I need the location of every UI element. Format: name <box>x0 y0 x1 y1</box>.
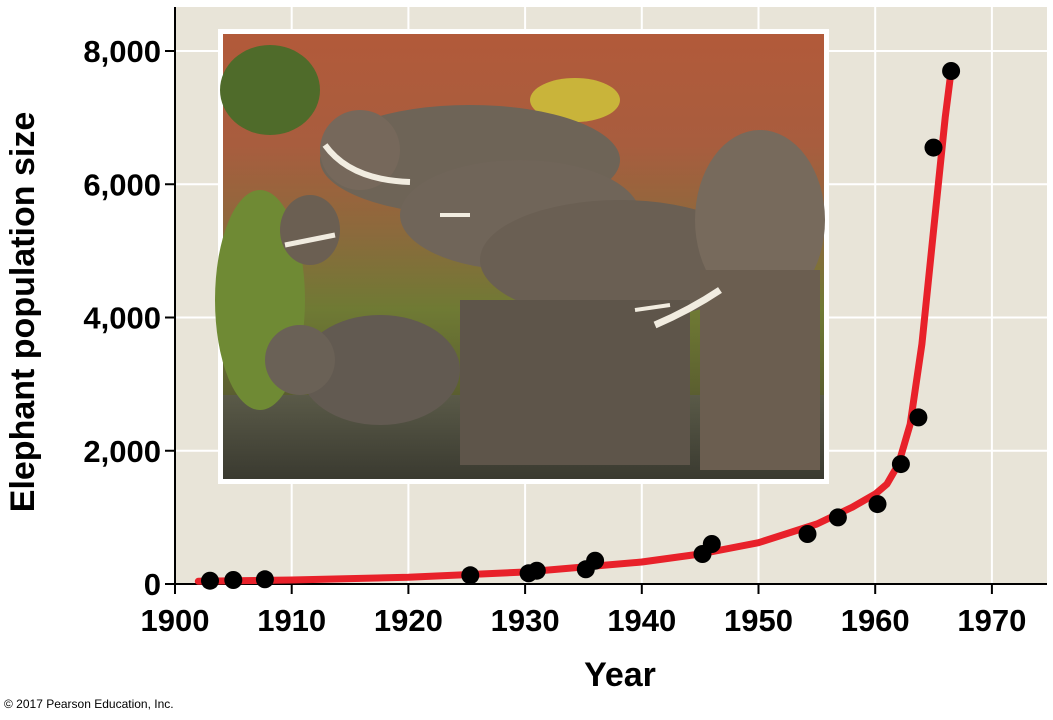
x-tick-label: 1940 <box>607 603 676 638</box>
x-axis-ticks: 1900 1910 1920 1930 1940 1950 1960 1970 <box>141 584 1026 638</box>
data-point <box>702 535 721 553</box>
data-point <box>868 495 887 514</box>
y-axis-title: Elephant population size <box>4 112 42 512</box>
data-point <box>909 408 928 427</box>
data-point <box>586 551 605 570</box>
y-tick-label: 6,000 <box>83 167 161 202</box>
y-axis-ticks: 0 2,000 4,000 6,000 8,000 <box>83 7 176 602</box>
x-tick-label: 1970 <box>957 603 1026 638</box>
x-axis-title: Year <box>584 656 656 694</box>
y-tick-label: 0 <box>144 567 161 602</box>
data-point <box>924 138 943 157</box>
data-point <box>527 561 546 580</box>
data-point <box>798 525 817 543</box>
x-tick-label: 1950 <box>724 603 793 638</box>
x-tick-label: 1920 <box>374 603 443 638</box>
data-point <box>828 508 847 527</box>
y-tick-label: 2,000 <box>83 434 161 469</box>
data-point <box>942 62 961 80</box>
y-tick-label: 8,000 <box>83 34 161 69</box>
data-point <box>461 566 480 585</box>
x-tick-label: 1960 <box>841 603 910 638</box>
copyright-notice: © 2017 Pearson Education, Inc. <box>4 697 174 711</box>
data-point <box>224 571 243 589</box>
data-point <box>255 570 274 589</box>
elephant-photo <box>215 29 829 484</box>
data-point <box>891 455 910 474</box>
x-tick-label: 1900 <box>141 603 210 638</box>
data-point <box>201 571 219 590</box>
data-points <box>201 62 961 590</box>
x-tick-label: 1930 <box>491 603 560 638</box>
exponential-growth-curve <box>194 67 955 585</box>
y-tick-label: 4,000 <box>83 301 161 336</box>
x-tick-label: 1910 <box>257 603 326 638</box>
